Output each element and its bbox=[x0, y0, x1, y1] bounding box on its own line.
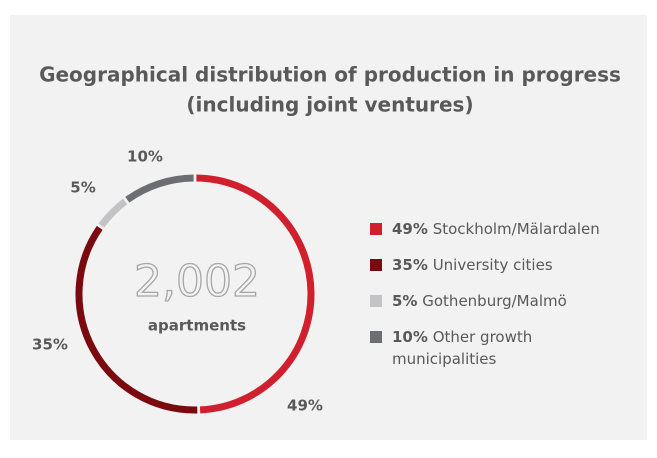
legend-label: University cities bbox=[432, 256, 553, 274]
legend: 49% Stockholm/Mälardalen 35% University c… bbox=[370, 218, 610, 384]
legend-value: 10% bbox=[392, 328, 428, 346]
donut-segment bbox=[98, 198, 128, 228]
donut-segment bbox=[196, 174, 315, 414]
legend-label: Gothenburg/Malmö bbox=[422, 292, 567, 310]
data-label: 35% bbox=[32, 336, 68, 354]
legend-value: 49% bbox=[392, 220, 428, 238]
legend-swatch bbox=[370, 295, 382, 307]
center-label: apartments bbox=[148, 317, 246, 335]
legend-value: 35% bbox=[392, 256, 428, 274]
legend-swatch bbox=[370, 331, 382, 343]
legend-label: Other growth municipalities bbox=[392, 328, 533, 368]
legend-item: 10% Other growth municipalities bbox=[370, 326, 610, 370]
legend-item: 49% Stockholm/Mälardalen bbox=[370, 218, 610, 240]
data-label: 49% bbox=[287, 397, 323, 415]
legend-label: Stockholm/Mälardalen bbox=[432, 220, 600, 238]
donut-segment bbox=[125, 174, 194, 203]
chart-title: Geographical distribution of production … bbox=[39, 63, 621, 87]
chart-title: (including joint ventures) bbox=[186, 93, 473, 117]
donut-segment bbox=[75, 225, 198, 414]
legend-value: 5% bbox=[392, 292, 418, 310]
legend-item: 35% University cities bbox=[370, 254, 610, 276]
data-label: 5% bbox=[70, 179, 95, 197]
panel bbox=[10, 15, 647, 440]
legend-item: 5% Gothenburg/Malmö bbox=[370, 290, 610, 312]
data-label: 10% bbox=[127, 148, 163, 166]
legend-swatch bbox=[370, 223, 382, 235]
center-value: 2,002 bbox=[134, 256, 260, 307]
legend-swatch bbox=[370, 259, 382, 271]
